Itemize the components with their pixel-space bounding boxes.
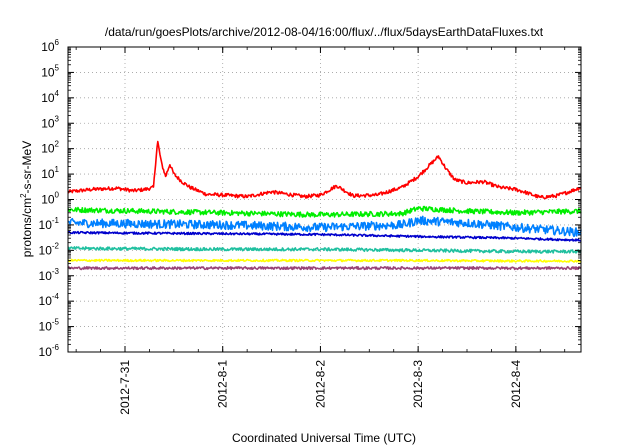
y-axis: 10-6 10-5 10-4 10-3 10-2 10-1 100 101 102 103 104 1… (39, 38, 581, 359)
series-line-1 (67, 140, 582, 200)
y-tick-label: 104 (41, 89, 59, 105)
series-line-6 (67, 258, 582, 263)
y-tick-label: 10-1 (39, 216, 60, 232)
y-tick-label: 10-5 (39, 318, 60, 334)
series-line-7 (67, 265, 582, 271)
y-tick-label: 103 (41, 114, 59, 130)
x-tick-label: 2012-7-31 (118, 360, 132, 415)
x-tick-label: 2012-8-2 (313, 360, 327, 408)
series-line-3 (67, 215, 582, 238)
x-tick-label: 2012-8-4 (509, 360, 523, 408)
y-axis-label: protons/cm2-s-sr-MeV (19, 141, 34, 257)
grid (68, 47, 581, 352)
series-group (67, 140, 582, 271)
y-tick-label: 10-6 (39, 343, 60, 359)
y-tick-label: 10-3 (39, 267, 60, 283)
chart-title: /data/run/goesPlots/archive/2012-08-04/1… (105, 25, 544, 39)
series-line-5 (67, 246, 582, 254)
series-line-4 (67, 230, 582, 242)
series-line-2 (67, 205, 582, 218)
x-axis-label: Coordinated Universal Time (UTC) (232, 431, 416, 445)
x-tick-label: 2012-8-3 (411, 360, 425, 408)
y-tick-label: 106 (41, 38, 59, 54)
y-tick-label: 101 (41, 165, 59, 181)
y-tick-label: 10-4 (39, 292, 60, 308)
x-axis: 2012-7-31 2012-8-1 2012-8-2 2012-8-3 2012-8-… (75, 47, 566, 415)
y-tick-label: 102 (41, 140, 59, 156)
y-tick-label: 10-2 (39, 241, 60, 257)
y-tick-label: 100 (41, 191, 59, 207)
x-tick-label: 2012-8-1 (216, 360, 230, 408)
y-tick-label: 105 (41, 63, 59, 79)
